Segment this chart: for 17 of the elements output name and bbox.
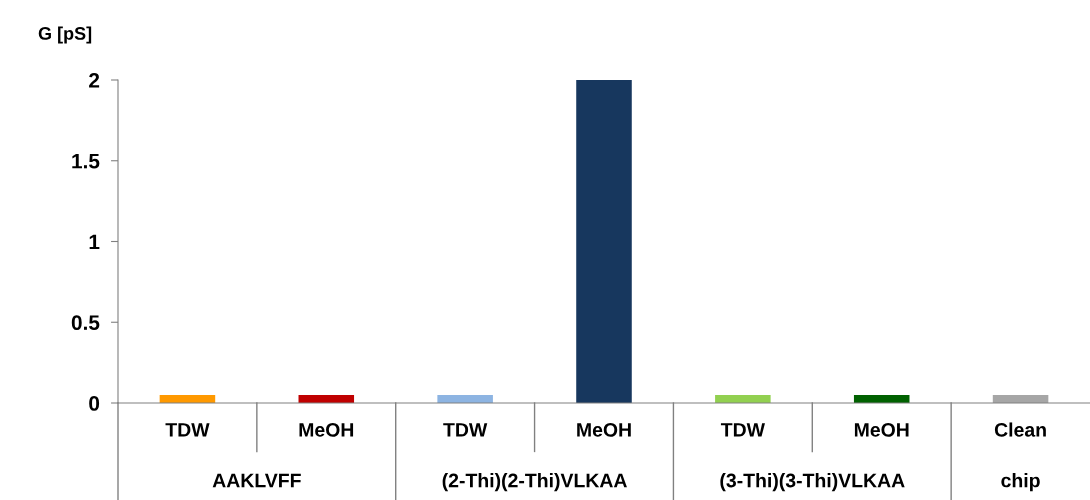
x-tick-label: TDW bbox=[165, 423, 210, 437]
y-tick-label: 2 bbox=[89, 73, 100, 88]
x-tick-label: Clean bbox=[994, 422, 1046, 437]
x-tick-label: MeOH bbox=[299, 422, 354, 437]
y-tick-label: 0 bbox=[89, 396, 100, 411]
x-tick-label: TDW bbox=[443, 423, 488, 437]
text: (2-Thi)(2-Thi)VLKAA bbox=[442, 473, 627, 492]
y-tick-label: 1.5 bbox=[72, 153, 100, 169]
text: (3-Thi)(3-Thi)VLKAA bbox=[720, 473, 905, 492]
y-axis-title: G [pS] bbox=[38, 26, 92, 44]
x-tick-label: TDW bbox=[720, 423, 765, 437]
x-tick-label: MeOH bbox=[577, 422, 631, 437]
y-tick-label: 1 bbox=[89, 234, 100, 250]
text: chip bbox=[1001, 473, 1040, 492]
x-tick-label: MeOH bbox=[854, 422, 909, 437]
y-tick-label: 0.5 bbox=[71, 315, 100, 330]
text: AAKLVFF bbox=[212, 473, 301, 488]
